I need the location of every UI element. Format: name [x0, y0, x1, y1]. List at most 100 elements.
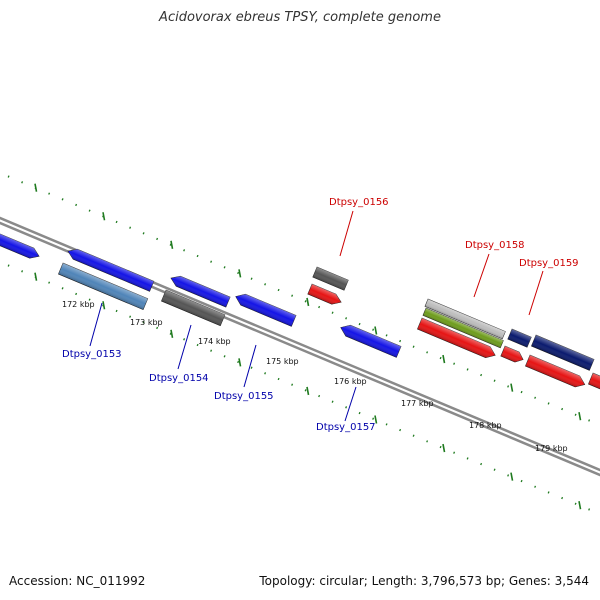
inner-ring-tick [34, 272, 38, 281]
gene-feature[interactable] [169, 273, 231, 308]
inner-ring-dot [277, 377, 280, 381]
outer-ring-tick [442, 354, 446, 364]
gene-label[interactable]: Dtpsy_0154 [149, 373, 209, 384]
outer-ring-dot [412, 345, 415, 348]
inner-ring-dot [291, 383, 294, 386]
tick-label: 173 kbp [130, 318, 163, 327]
gene-arrow-shading [58, 263, 148, 310]
outer-ring-tick [578, 412, 582, 421]
gene-label[interactable]: Dtpsy_0157 [316, 422, 376, 433]
tick-label: 176 kbp [334, 377, 367, 386]
inner-ring-dot [318, 394, 321, 398]
inner-ring-dot [75, 292, 78, 296]
outer-ring-dot [237, 271, 240, 275]
outer-ring-dot [385, 334, 388, 337]
gene-arrow-shading [500, 346, 524, 363]
gene-label-leader [339, 210, 354, 257]
gene-feature[interactable] [500, 345, 526, 365]
inner-ring-dot [264, 372, 267, 375]
gene-arrow-shading [507, 329, 532, 348]
outer-ring-dot [115, 220, 118, 224]
outer-ring-dot [142, 232, 145, 235]
gene-arrow-shading [424, 299, 506, 339]
inner-ring-dot [520, 479, 523, 483]
outer-ring-dot [291, 294, 294, 297]
gene-label[interactable]: Dtpsy_0156 [329, 197, 389, 208]
gene-arrow-shading [0, 228, 40, 259]
gene-feature[interactable] [422, 307, 504, 349]
outer-ring-dot [561, 407, 564, 411]
inner-ring-dot [372, 417, 375, 420]
outer-ring-dot [426, 351, 429, 354]
inner-ring-dot [48, 281, 51, 284]
gene-label[interactable]: Dtpsy_0159 [519, 258, 579, 269]
outer-ring-tick [238, 269, 242, 278]
inner-ring-dot [156, 326, 159, 330]
gene-arrow-shading [170, 276, 231, 308]
gene-arrow-shading [312, 267, 349, 291]
gene-feature[interactable] [0, 227, 41, 261]
gene-label[interactable]: Dtpsy_0153 [62, 349, 122, 360]
outer-ring-dot [61, 198, 64, 201]
inner-ring-dot [426, 440, 429, 443]
inner-ring-dot [466, 457, 469, 460]
genome-summary-text: Topology: circular; Length: 3,796,573 bp… [259, 574, 589, 588]
gene-feature[interactable] [507, 328, 532, 348]
gene-feature[interactable] [417, 317, 497, 361]
gene-feature[interactable] [525, 354, 587, 390]
inner-ring-dot [439, 445, 442, 449]
tick-label: 175 kbp [266, 357, 299, 366]
gene-arrow-shading [531, 335, 595, 371]
outer-ring-dot [21, 181, 24, 184]
gene-feature[interactable] [531, 334, 595, 371]
inner-ring-dot [223, 355, 226, 358]
gene-feature[interactable] [233, 291, 297, 327]
gene-feature[interactable] [312, 266, 349, 291]
outer-ring-dot [318, 305, 321, 309]
inner-ring-dot [142, 321, 145, 324]
outer-ring-dot [75, 203, 78, 207]
outer-ring-dot [547, 402, 550, 405]
gene-label[interactable]: Dtpsy_0158 [465, 240, 525, 251]
inner-ring-dot [88, 298, 91, 301]
gene-arrow-shading [307, 284, 342, 305]
tick-label: 178 kbp [469, 421, 502, 430]
outer-ring-dot [129, 226, 132, 229]
inner-ring-dot [412, 434, 415, 437]
inner-ring-tick [578, 501, 582, 510]
inner-ring-dot [493, 468, 496, 471]
outer-ring-tick [510, 383, 514, 392]
outer-ring-dot [588, 419, 591, 422]
outer-ring-dot [453, 362, 456, 365]
gene-feature[interactable] [338, 322, 402, 358]
gene-feature[interactable] [161, 289, 226, 327]
gene-arrow-shading [525, 355, 585, 387]
gene-label[interactable]: Dtpsy_0155 [214, 391, 274, 402]
outer-ring-dot [358, 322, 361, 326]
inner-ring-dot [574, 502, 577, 505]
gene-label-leader [528, 270, 544, 316]
outer-ring-dot [250, 277, 253, 280]
gene-feature[interactable] [307, 283, 344, 307]
inner-ring-dot [304, 389, 307, 392]
inner-ring-dot [61, 287, 64, 290]
tick-label: 172 kbp [62, 300, 95, 309]
gene-arrow-shading [340, 325, 402, 358]
gene-feature[interactable] [66, 246, 155, 292]
outer-ring-dot [223, 266, 226, 269]
inner-ring-dot [588, 508, 591, 511]
gene-feature[interactable] [424, 298, 506, 340]
outer-ring-dot [466, 368, 469, 371]
inner-ring-dot [399, 428, 402, 432]
inner-ring-dot [183, 338, 186, 341]
outer-ring-dot [277, 288, 280, 292]
outer-ring-dot [331, 311, 334, 314]
gene-feature[interactable] [58, 262, 149, 311]
gene-feature[interactable] [588, 372, 600, 393]
inner-ring-dot [358, 411, 361, 415]
inner-ring-dot [453, 451, 456, 454]
outer-ring-dot [372, 328, 375, 331]
inner-ring-tick [238, 358, 242, 367]
